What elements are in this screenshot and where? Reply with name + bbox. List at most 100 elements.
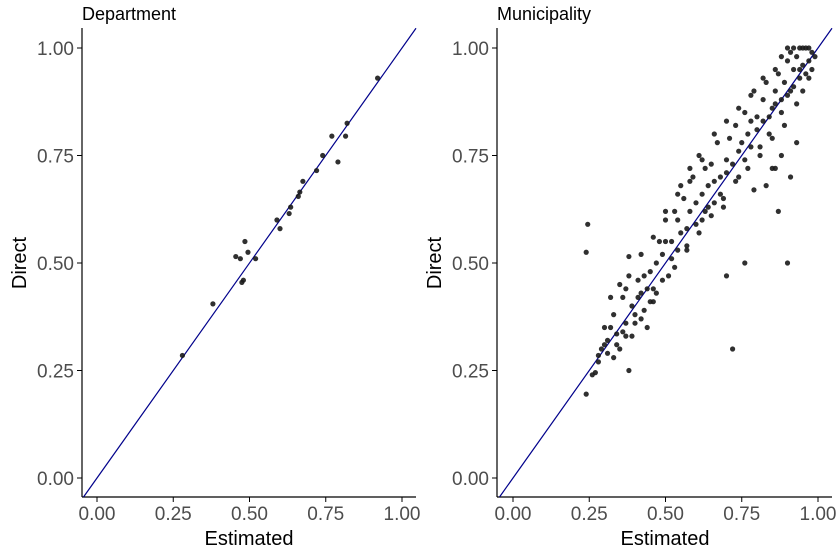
municipality-point xyxy=(687,208,693,214)
municipality-point xyxy=(748,144,754,150)
municipality-point xyxy=(791,66,797,73)
municipality-point xyxy=(617,281,623,288)
municipality-point xyxy=(791,84,797,90)
municipality-point xyxy=(608,294,614,300)
municipality-point xyxy=(784,45,791,51)
municipality-point xyxy=(632,312,638,318)
municipality-y-tick-label: 1.00 xyxy=(452,39,489,60)
municipality-point xyxy=(748,92,754,98)
municipality-y-tick-label: 0.25 xyxy=(452,362,489,383)
department-ticks: 0.00 0.25 0.50 0.75 1.00 0.00 0.25 0.50 0.75 1.00 xyxy=(37,28,420,525)
department-x-tick-label: 0.50 xyxy=(231,504,268,525)
municipality-point xyxy=(669,238,675,245)
municipality-point xyxy=(644,324,650,331)
municipality-point xyxy=(757,144,763,150)
municipality-point xyxy=(757,152,763,159)
municipality-point xyxy=(662,238,669,245)
municipality-point xyxy=(772,101,778,107)
municipality-y-axis-title: Direct xyxy=(424,236,446,289)
municipality-point xyxy=(809,49,815,55)
department-point xyxy=(342,133,349,139)
municipality-point xyxy=(726,135,733,141)
municipality-point xyxy=(684,226,690,232)
municipality-point xyxy=(781,79,788,85)
municipality-point xyxy=(644,286,650,292)
municipality-point xyxy=(678,230,684,236)
municipality-point xyxy=(772,165,778,171)
municipality-point xyxy=(608,324,614,331)
municipality-point xyxy=(797,75,803,81)
municipality-point xyxy=(760,75,766,81)
municipality-panel-title: Municipality xyxy=(497,4,591,24)
department-y-axis-title: Direct xyxy=(9,236,31,289)
municipality-point xyxy=(662,217,669,223)
department-point xyxy=(179,352,185,359)
department-x-tick-label: 1.00 xyxy=(384,504,421,525)
municipality-point xyxy=(583,249,589,255)
department-panel-title: Department xyxy=(82,4,176,24)
department-point xyxy=(245,249,251,255)
municipality-point xyxy=(723,170,730,176)
municipality-point xyxy=(794,54,800,60)
department-point xyxy=(233,253,239,260)
municipality-point xyxy=(720,195,727,202)
municipality-point xyxy=(604,337,611,343)
department-point xyxy=(295,193,301,199)
department-y-tick-label: 1.00 xyxy=(37,39,74,60)
municipality-point xyxy=(641,273,647,279)
department-point xyxy=(277,226,283,232)
municipality-point xyxy=(778,109,785,116)
municipality-point xyxy=(626,367,632,374)
municipality-point xyxy=(730,161,736,167)
department-point xyxy=(288,204,294,210)
municipality-point xyxy=(672,208,678,214)
municipality-point xyxy=(766,131,772,137)
department-panel: Department Estimated Direct 0.00 0.25 0.50… xyxy=(9,4,420,550)
municipality-point xyxy=(659,277,666,283)
municipality-y-tick-label: 0.50 xyxy=(452,254,489,275)
municipality-point xyxy=(809,66,815,73)
municipality-point xyxy=(699,217,705,223)
municipality-point xyxy=(711,200,717,206)
municipality-point xyxy=(794,101,800,107)
municipality-point xyxy=(702,208,708,214)
department-x-tick-label: 0.00 xyxy=(79,504,116,525)
municipality-point xyxy=(632,320,638,326)
municipality-point xyxy=(620,329,626,335)
municipality-point xyxy=(687,178,693,184)
municipality-point xyxy=(711,131,717,137)
municipality-point xyxy=(797,66,803,73)
municipality-point xyxy=(787,88,794,94)
municipality-point xyxy=(623,333,629,339)
department-point xyxy=(297,189,303,195)
department-x-tick-label: 0.25 xyxy=(155,504,192,525)
municipality-panel: Municipality Estimated Direct 0.00 0.25 0.… xyxy=(424,4,836,550)
department-y-tick-label: 0.50 xyxy=(37,254,74,275)
municipality-point xyxy=(687,165,693,171)
department-point xyxy=(329,133,335,139)
department-point xyxy=(286,210,292,217)
municipality-point xyxy=(620,294,626,300)
municipality-point xyxy=(614,331,620,337)
department-x-axis-title: Estimated xyxy=(205,528,294,550)
municipality-point xyxy=(638,251,644,257)
municipality-point xyxy=(641,307,647,313)
department-point xyxy=(314,167,320,174)
department-point xyxy=(320,152,326,159)
municipality-point xyxy=(714,140,720,146)
municipality-x-tick-label: 1.00 xyxy=(800,504,837,525)
municipality-point xyxy=(778,97,785,103)
municipality-point xyxy=(736,174,742,180)
municipality-point xyxy=(684,243,690,249)
department-y-tick-label: 0.00 xyxy=(37,469,74,490)
municipality-point xyxy=(803,71,809,77)
municipality-point xyxy=(723,157,730,163)
municipality-y-tick-label: 0.75 xyxy=(452,147,489,168)
municipality-point xyxy=(585,221,591,227)
municipality-point xyxy=(772,88,778,94)
municipality-point xyxy=(635,277,641,283)
municipality-point xyxy=(611,312,617,318)
municipality-marks xyxy=(499,27,833,498)
municipality-point xyxy=(784,260,791,266)
